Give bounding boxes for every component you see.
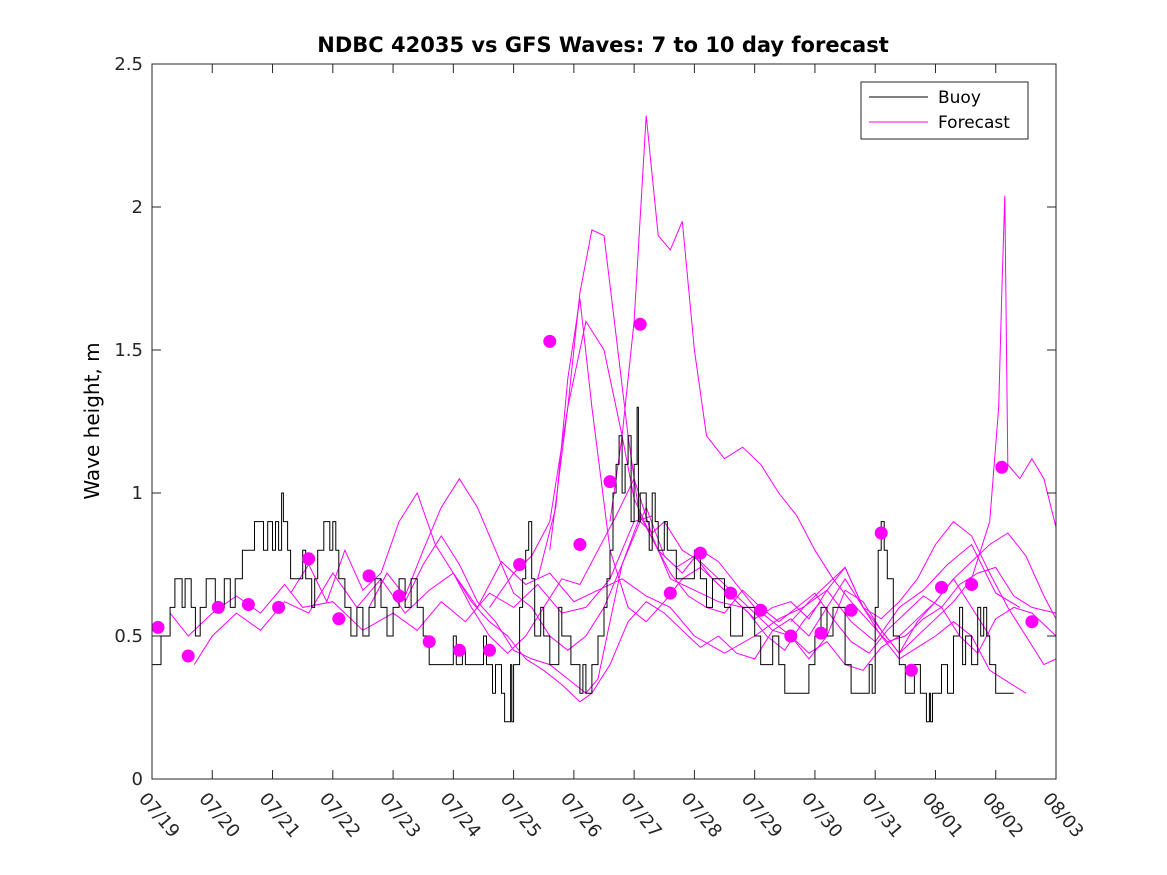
forecast-marker (814, 626, 828, 640)
forecast-marker (784, 629, 798, 643)
forecast-marker (302, 552, 316, 566)
forecast-marker (693, 546, 707, 560)
forecast-line-7 (489, 320, 1056, 655)
legend-box (860, 81, 1029, 140)
forecast-marker (211, 600, 225, 614)
y-tick-label: 1.5 (114, 340, 143, 361)
forecast-marker (935, 580, 948, 594)
plot-area (152, 115, 1056, 723)
forecast-marker (603, 475, 617, 489)
forecast-line-11 (790, 195, 1056, 654)
y-axis: 0 0.5 1 1.5 2 2.5 (114, 54, 1056, 790)
forecast-marker (272, 600, 286, 614)
y-axis-label: Wave height, m (80, 342, 104, 499)
y-tick-label: 2.5 (114, 54, 143, 75)
legend-buoy-label: Buoy (938, 88, 981, 108)
y-tick-label: 2 (132, 197, 143, 218)
forecast-marker (513, 558, 527, 571)
legend: Buoy Forecast (860, 81, 1029, 140)
forecast-marker (543, 334, 557, 348)
forecast-marker (241, 598, 255, 611)
forecast-marker (392, 589, 406, 603)
forecast-marker (1025, 615, 1039, 629)
forecast-line-2 (193, 543, 1021, 665)
forecast-marker (152, 620, 165, 634)
legend-forecast-label: Forecast (938, 113, 1010, 133)
y-tick-label: 0 (132, 769, 143, 790)
chart-title: NDBC 42035 vs GFS Waves: 7 to 10 day for… (317, 33, 888, 57)
forecast-line-6 (452, 572, 1027, 703)
forecast-marker (362, 569, 376, 583)
forecast-line-9 (549, 229, 1056, 671)
forecast-marker (452, 643, 466, 657)
forecast-marker (422, 635, 436, 649)
forecast-marker (965, 578, 979, 591)
forecast-marker (483, 643, 496, 657)
forecast-marker (663, 586, 677, 600)
buoy-line (152, 406, 1014, 723)
forecast-marker (844, 603, 858, 617)
axes-box (151, 63, 1057, 780)
forecast-marker (754, 603, 768, 617)
forecast-marker (332, 612, 346, 626)
marker-layer (152, 317, 1039, 677)
forecast-marker (904, 663, 918, 677)
forecast-marker (724, 586, 738, 600)
y-tick-label: 1 (132, 483, 143, 504)
forecast-marker (874, 526, 888, 540)
y-tick-label: 0.5 (114, 626, 143, 647)
forecast-marker (995, 460, 1009, 474)
forecast-marker (181, 649, 195, 663)
forecast-marker (573, 538, 587, 551)
forecast-marker (633, 317, 647, 331)
